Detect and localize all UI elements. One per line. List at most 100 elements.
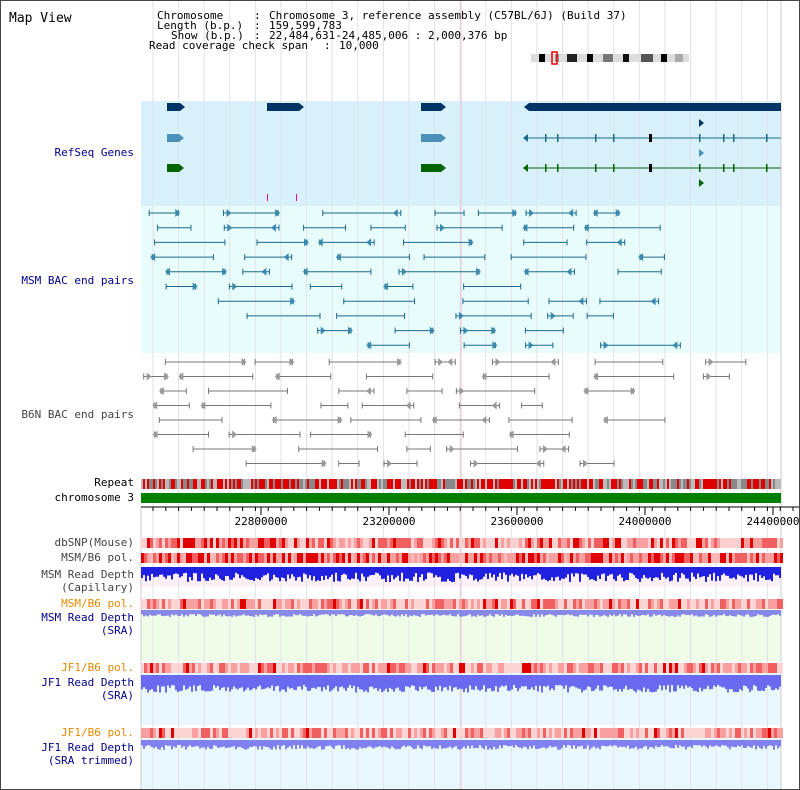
depth-bar (565, 740, 567, 748)
depth-bar (195, 740, 197, 747)
depth-bar (707, 610, 709, 616)
depth-bar (603, 740, 605, 746)
polymorphism-cell (339, 599, 342, 609)
polymorphism-cell (390, 599, 393, 609)
polymorphism-cell (357, 663, 360, 673)
polymorphism-cell (330, 538, 333, 548)
repeat-block (157, 479, 159, 489)
polymorphism-cell (603, 728, 606, 738)
repeat-block (271, 479, 273, 489)
depth-bar (583, 675, 585, 691)
repeat-block (703, 479, 705, 489)
depth-bar (443, 740, 445, 749)
strand-arrow (566, 267, 572, 276)
span-key: Read coverage check span (149, 39, 308, 52)
depth-bar (633, 740, 635, 749)
polymorphism-cell (330, 599, 333, 609)
depth-bar (465, 567, 467, 577)
polymorphism-cell (717, 663, 720, 673)
depth-bar (239, 740, 241, 747)
polymorphism-cell (765, 728, 768, 738)
depth-bar (331, 567, 333, 575)
polymorphism-cell (723, 553, 726, 563)
polymorphism-cell (381, 599, 384, 609)
repeat-block (635, 479, 637, 489)
depth-bar (269, 610, 271, 617)
gene-exon (649, 164, 652, 172)
repeat-block (387, 479, 389, 489)
polymorphism-cell (657, 599, 660, 609)
polymorphism-cell (567, 663, 570, 673)
polymorphism-cell (249, 599, 252, 609)
repeat-block (171, 479, 173, 489)
polymorphism-cell (531, 599, 534, 609)
depth-bar (533, 567, 535, 576)
repeat-block (249, 479, 251, 489)
repeat-block (243, 479, 245, 489)
strand-arrow (529, 209, 535, 217)
depth-bar (353, 567, 355, 579)
depth-bar (745, 675, 747, 687)
depth-bar (739, 610, 741, 616)
repeat-block (367, 479, 369, 489)
depth-bar (451, 610, 453, 616)
repeat-block (767, 479, 769, 489)
depth-bar (421, 675, 423, 690)
depth-bar (305, 567, 307, 575)
depth-bar (565, 567, 567, 578)
polymorphism-cell (537, 663, 540, 673)
polymorphism-cell (528, 553, 531, 563)
repeat-block (165, 479, 167, 489)
repeat-block (631, 479, 633, 489)
depth-bar (685, 740, 687, 750)
repeat-block (371, 479, 373, 489)
repeat-block (651, 479, 653, 489)
depth-bar (673, 740, 675, 749)
polymorphism-cell (345, 553, 348, 563)
polymorphism-cell (696, 553, 699, 563)
depth-bar (507, 610, 509, 616)
strand-arrow (578, 297, 584, 306)
repeat-block (511, 479, 513, 489)
polymorphism-cell (477, 538, 480, 548)
polymorphism-cell (546, 663, 549, 673)
depth-bar (583, 567, 585, 575)
polymorphism-cell (654, 663, 657, 673)
polymorphism-cell (684, 728, 687, 738)
polymorphism-cell (738, 538, 741, 548)
depth-bar (273, 675, 275, 691)
polymorphism-cell (195, 728, 198, 738)
depth-bar (715, 567, 717, 582)
polymorphism-cell (237, 599, 240, 609)
polymorphism-cell (342, 599, 345, 609)
depth-bar (479, 675, 481, 691)
polymorphism-cell (618, 663, 621, 673)
polymorphism-cell (417, 728, 420, 738)
polymorphism-cell (300, 599, 303, 609)
polymorphism-cell (495, 553, 498, 563)
polymorphism-cell (309, 728, 312, 738)
polymorphism-cell (648, 553, 651, 563)
polymorphism-cell (627, 663, 630, 673)
polymorphism-cell (501, 553, 504, 563)
depth-bar (233, 567, 235, 578)
polymorphism-cell (561, 553, 564, 563)
polymorphism-cell (162, 728, 165, 738)
depth-bar (453, 740, 455, 748)
polymorphism-cell (450, 728, 453, 738)
depth-bar (335, 610, 337, 617)
polymorphism-cell (384, 599, 387, 609)
polymorphism-cell (189, 553, 192, 563)
repeat-block (513, 479, 515, 489)
depth-bar (761, 567, 763, 579)
depth-bar (617, 740, 619, 748)
repeat-block (183, 479, 185, 489)
repeat-block (721, 479, 723, 489)
depth-bar (373, 610, 375, 616)
repeat-block (399, 479, 401, 489)
polymorphism-cell (207, 553, 210, 563)
strand-arrow (152, 430, 158, 439)
repeat-block (255, 479, 257, 489)
depth-bar (505, 740, 507, 746)
